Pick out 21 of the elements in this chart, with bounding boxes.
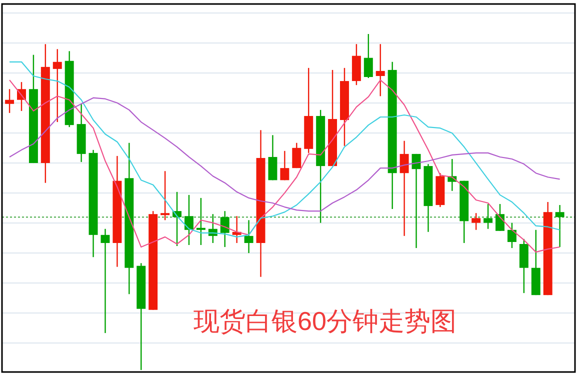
candlestick [184,194,194,246]
candlestick [507,222,516,249]
candlestick [292,142,302,169]
candlestick [160,170,170,221]
candlestick [376,43,385,97]
candlestick [400,140,409,237]
candlestick [280,150,290,181]
candlestick [519,238,528,294]
candlestick [268,134,278,181]
candlestick [244,220,254,254]
candlestick [472,212,481,230]
candlestick [220,210,230,248]
candlestick [52,48,62,123]
candlestick [100,228,110,334]
candlestick [5,88,14,114]
candlestick [496,203,504,232]
text: 现货白银60分钟走势图 [194,306,456,336]
candlestick [555,204,564,248]
candlestick [484,203,493,230]
candlestick [196,197,206,246]
candlestick [364,33,373,79]
